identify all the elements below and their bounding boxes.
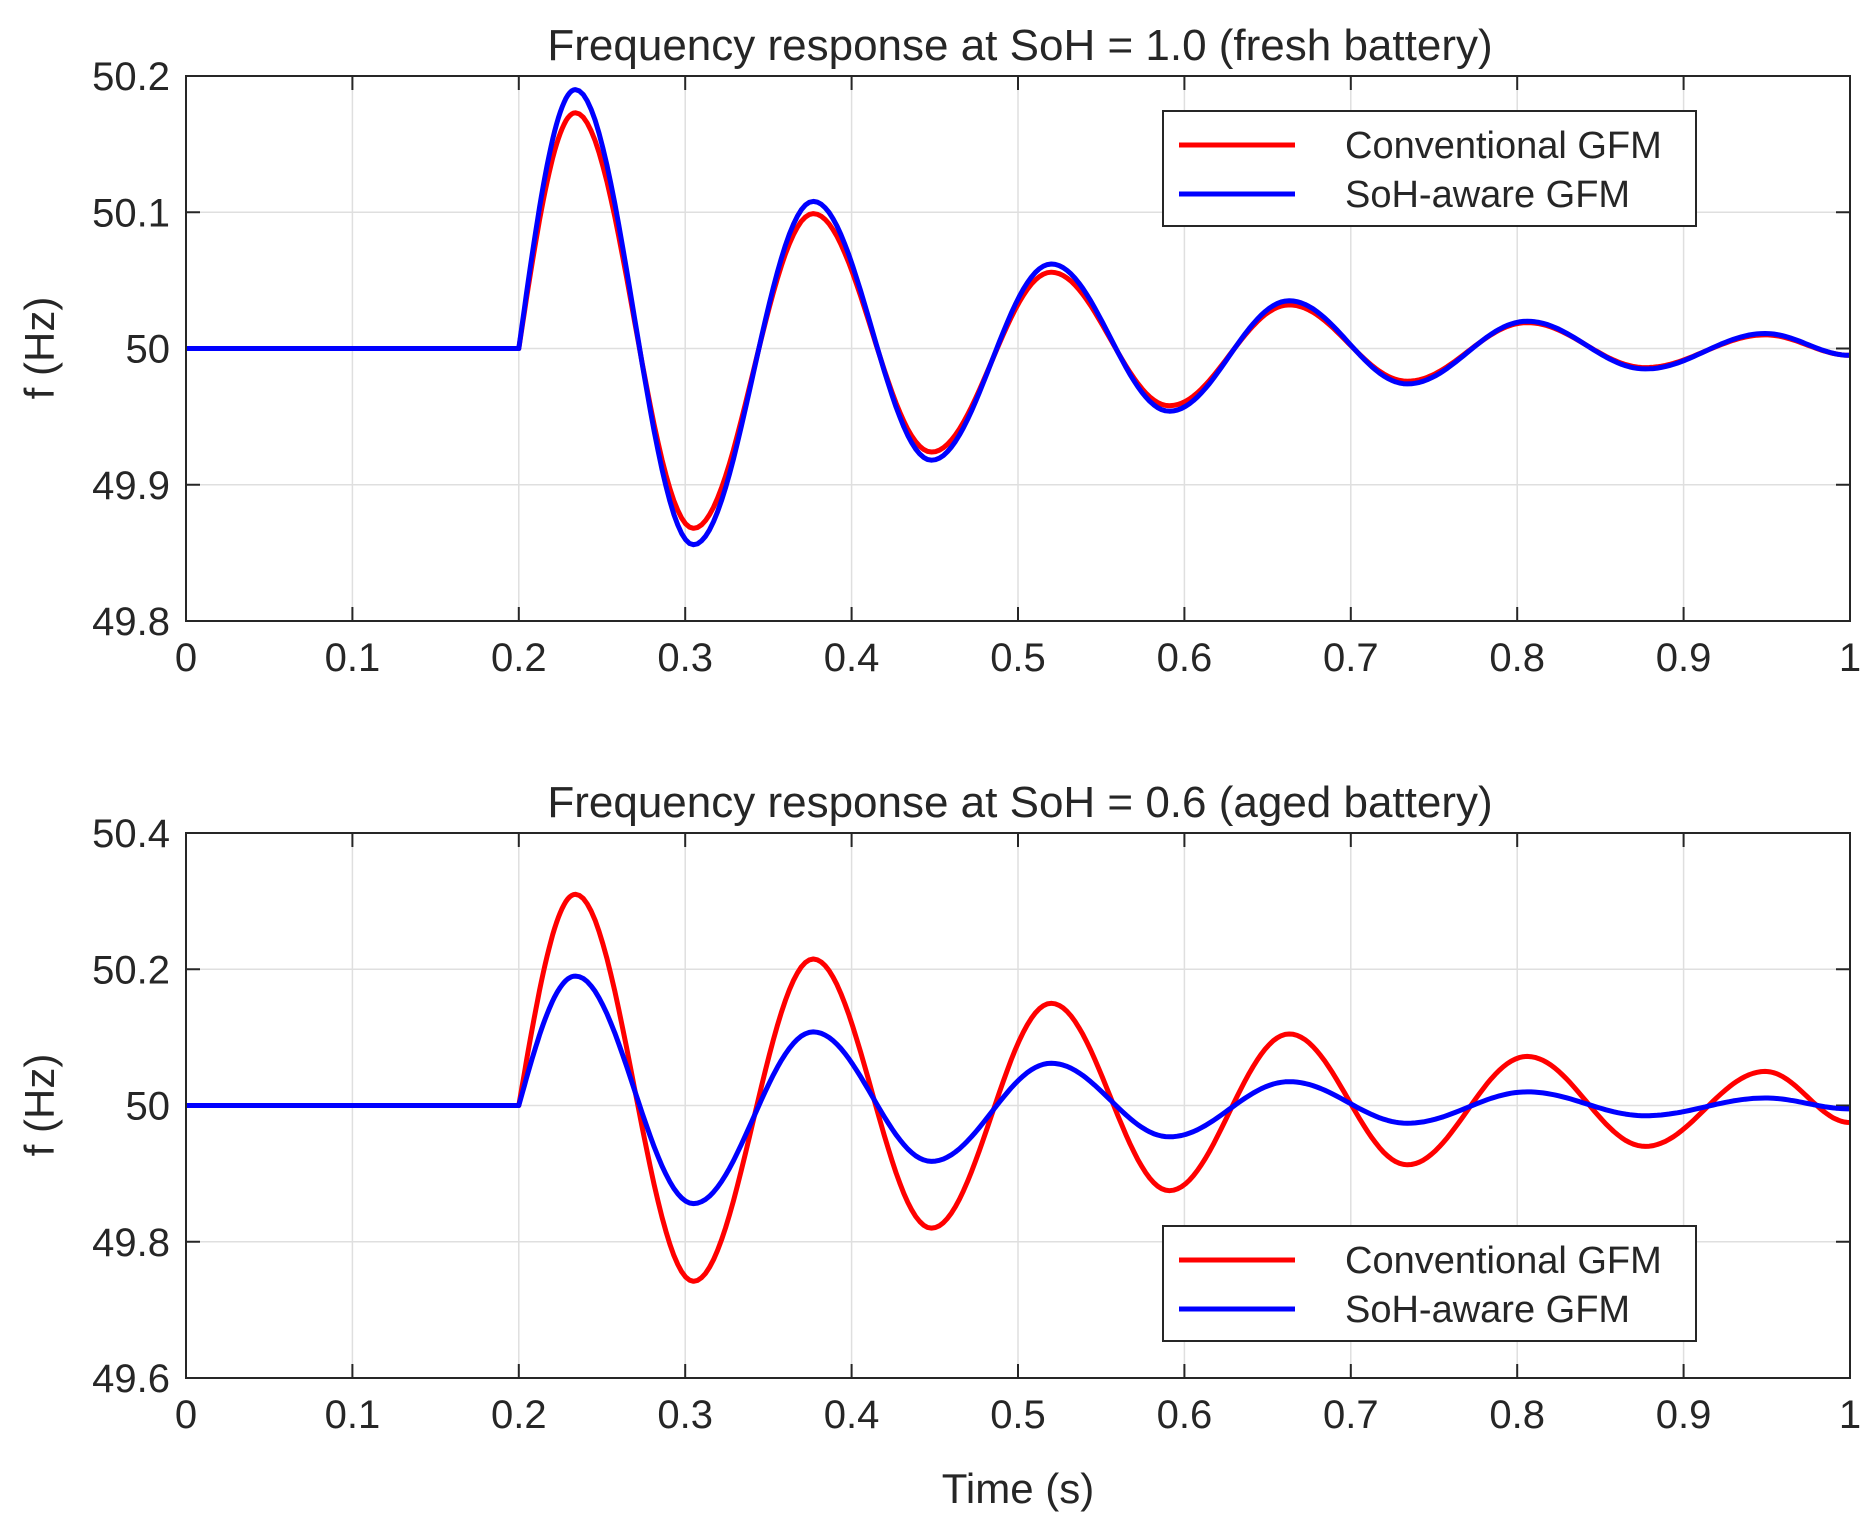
y-tick-label: 49.8 xyxy=(92,600,170,644)
x-tick-label: 0.9 xyxy=(1656,636,1712,680)
x-tick-label: 0.1 xyxy=(325,636,381,680)
x-tick-label: 0.1 xyxy=(325,1393,381,1437)
x-tick-label: 0.2 xyxy=(491,636,547,680)
x-tick-label: 0.8 xyxy=(1489,1393,1545,1437)
x-axis-label: Time (s) xyxy=(942,1465,1094,1512)
y-tick-label: 49.8 xyxy=(92,1221,170,1265)
x-tick-label: 0.6 xyxy=(1157,1393,1213,1437)
y-tick-labels: 49.8 49.9 50 50.1 50.2 xyxy=(92,55,170,644)
y-tick-label: 49.6 xyxy=(92,1357,170,1401)
legend-label-soh-aware: SoH-aware GFM xyxy=(1345,1289,1630,1331)
x-tick-labels: 0 0.1 0.2 0.3 0.4 0.5 0.6 0.7 0.8 0.9 1 xyxy=(175,1393,1861,1437)
x-tick-label: 0.7 xyxy=(1323,1393,1379,1437)
x-tick-label: 0.9 xyxy=(1656,1393,1712,1437)
x-tick-label: 0.4 xyxy=(824,1393,880,1437)
plot-fresh-battery: Frequency response at SoH = 1.0 (fresh b… xyxy=(16,21,1861,680)
x-tick-label: 1 xyxy=(1839,636,1861,680)
y-tick-label: 50.2 xyxy=(92,55,170,99)
y-tick-label: 50.2 xyxy=(92,948,170,992)
legend-box xyxy=(1162,1225,1697,1342)
plot-frame xyxy=(185,75,1851,622)
x-tick-label: 0 xyxy=(175,636,197,680)
x-tick-label: 0.3 xyxy=(657,636,713,680)
series-lines xyxy=(186,87,1850,548)
legend-box xyxy=(1162,110,1697,227)
y-axis-label: f (Hz) xyxy=(16,1054,63,1157)
y-axis-label: f (Hz) xyxy=(16,297,63,400)
y-tick-label: 50.1 xyxy=(92,191,170,235)
y-tick-labels: 49.6 49.8 50 50.2 50.4 xyxy=(92,812,170,1401)
series-lines xyxy=(186,891,1851,1284)
series-line-soh-aware xyxy=(186,973,1850,1207)
legend-label-conventional: Conventional GFM xyxy=(1345,1240,1662,1282)
plot-frame xyxy=(185,832,1851,1379)
x-tick-label: 0 xyxy=(175,1393,197,1437)
chart-title: Frequency response at SoH = 0.6 (aged ba… xyxy=(547,778,1492,827)
y-tick-label: 49.9 xyxy=(92,464,170,508)
legend-label-conventional: Conventional GFM xyxy=(1345,125,1662,167)
x-tick-label: 0.2 xyxy=(491,1393,547,1437)
x-tick-label: 0.5 xyxy=(990,636,1046,680)
x-tick-labels: 0 0.1 0.2 0.3 0.4 0.5 0.6 0.7 0.8 0.9 1 xyxy=(175,636,1861,680)
x-tick-label: 0.3 xyxy=(657,1393,713,1437)
series-line-soh-aware xyxy=(186,87,1850,548)
y-tick-label: 50 xyxy=(126,1085,171,1129)
x-tick-label: 0.6 xyxy=(1157,636,1213,680)
plot-aged-battery: Frequency response at SoH = 0.6 (aged ba… xyxy=(16,778,1861,1512)
legend-label-soh-aware: SoH-aware GFM xyxy=(1345,174,1630,216)
legend: Conventional GFM SoH-aware GFM xyxy=(1162,1225,1697,1342)
x-tick-label: 0.8 xyxy=(1489,636,1545,680)
chart-title: Frequency response at SoH = 1.0 (fresh b… xyxy=(547,21,1492,70)
x-tick-label: 0.5 xyxy=(990,1393,1046,1437)
y-tick-label: 50 xyxy=(126,328,171,372)
y-tick-label: 50.4 xyxy=(92,812,170,856)
x-tick-label: 0.4 xyxy=(824,636,880,680)
x-tick-label: 0.7 xyxy=(1323,636,1379,680)
x-tick-label: 1 xyxy=(1839,1393,1861,1437)
series-line-conventional xyxy=(186,891,1851,1284)
legend: Conventional GFM SoH-aware GFM xyxy=(1162,110,1697,227)
